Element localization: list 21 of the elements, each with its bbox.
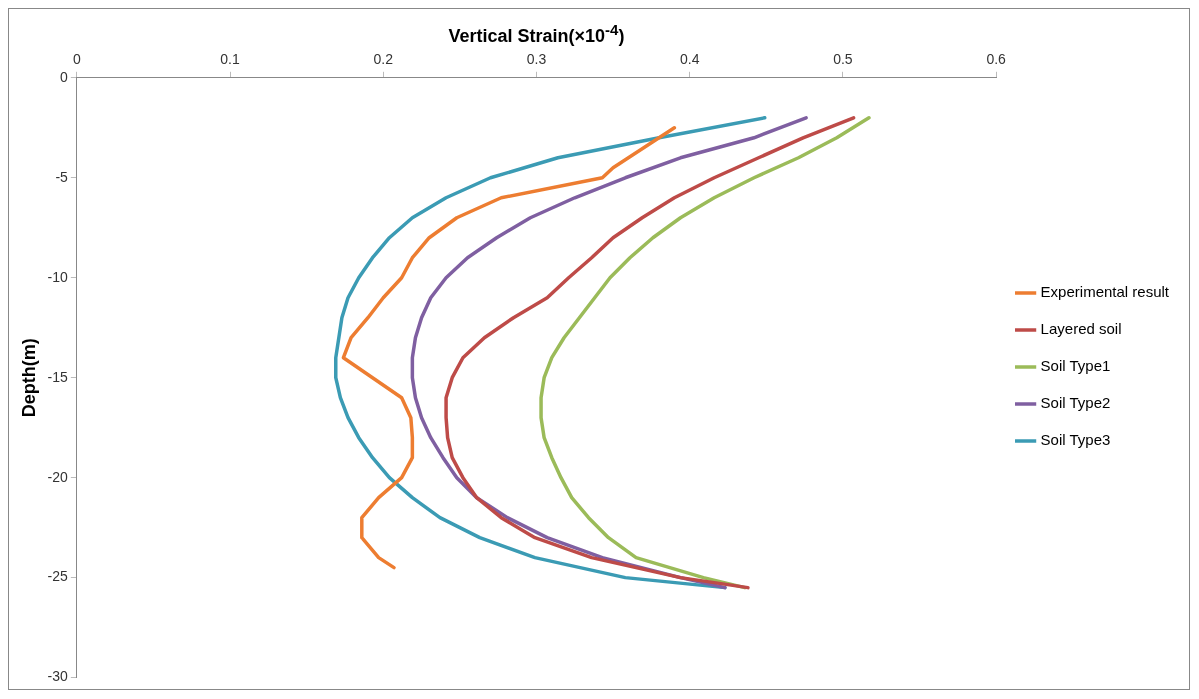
x-tick-label: 0.2 <box>373 51 394 68</box>
legend-label: Soil Type1 <box>1040 357 1111 375</box>
legend-label: Layered soil <box>1040 320 1122 338</box>
y-tick-label: 0 <box>60 68 69 85</box>
x-tick-label: 0.6 <box>986 51 1007 68</box>
x-tick-label: 0.1 <box>220 51 240 68</box>
y-tick-label: -15 <box>47 368 69 385</box>
x-axis-title: Vertical Strain(×10$^{-4}$) <box>447 21 626 47</box>
y-tick-label: -30 <box>47 668 69 685</box>
y-tick-label: -5 <box>55 168 69 185</box>
y-tick-label: -10 <box>47 268 69 285</box>
legend-label: Soil Type3 <box>1040 431 1111 449</box>
legend-label: Experimental result <box>1040 283 1170 301</box>
x-tick-label: 0.3 <box>526 51 547 68</box>
y-tick-label: -25 <box>47 568 69 585</box>
x-tick-label: 0 <box>72 51 81 68</box>
x-tick-label: 0.5 <box>833 51 853 68</box>
y-tick-label: -20 <box>47 468 69 485</box>
y-axis-title: Depth(m) <box>18 338 39 418</box>
legend-label: Soil Type2 <box>1040 394 1111 412</box>
x-tick-label: 0.4 <box>679 51 700 68</box>
